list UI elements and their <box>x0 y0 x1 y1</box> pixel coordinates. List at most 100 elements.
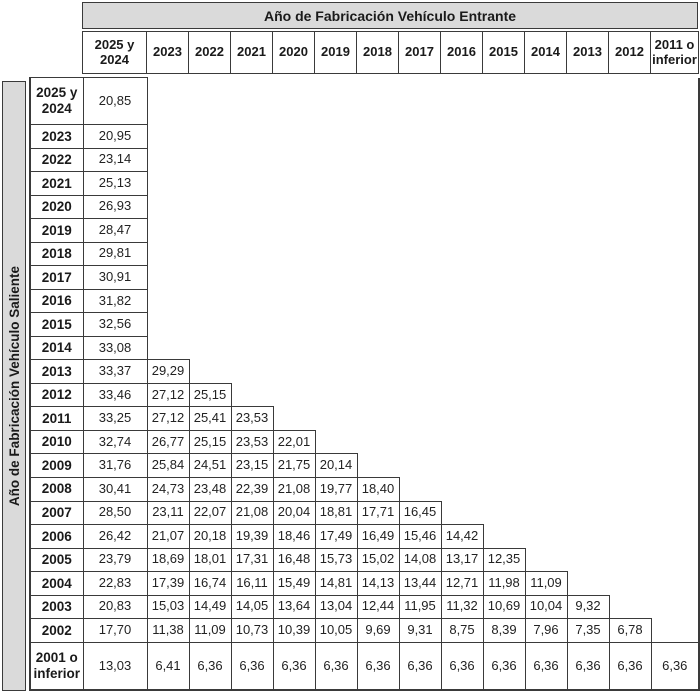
value-cell: 23,79 <box>82 547 148 573</box>
value-cell: 25,15 <box>188 382 232 408</box>
table-row: 2010 32,74 26,77 25,15 23,53 22,01 <box>29 429 700 455</box>
value-cell: 20,14 <box>314 453 358 478</box>
row-label: 2008 <box>29 476 84 502</box>
row-label: 2022 <box>29 147 84 173</box>
value-cell: 15,49 <box>272 571 316 596</box>
value-cell: 23,53 <box>230 406 274 431</box>
value-cell: 21,07 <box>146 524 190 549</box>
value-cell: 16,48 <box>272 547 316 573</box>
table-row: 2014 33,08 <box>29 335 700 361</box>
row-label: 2015 <box>29 312 84 337</box>
table-row: 2012 33,46 27,12 25,15 <box>29 382 700 408</box>
empty-region <box>651 618 700 643</box>
row-label: 2001 o inferior <box>29 642 84 691</box>
value-cell: 28,50 <box>82 500 148 526</box>
value-cell: 31,82 <box>82 288 148 314</box>
value-cell: 9,31 <box>398 618 442 643</box>
value-cell: 16,45 <box>398 500 442 526</box>
column-header-table: 2025 y 2024 2023 2022 2021 2020 2019 2018 2017 2… <box>82 31 699 74</box>
row-label: 2017 <box>29 265 84 290</box>
table-row: 2001 o inferior 13,03 6,41 6,36 6,36 6,36 6,36… <box>29 642 700 691</box>
value-cell: 14,05 <box>230 594 274 620</box>
row-label: 2004 <box>29 571 84 596</box>
empty-region <box>399 477 700 501</box>
col-header: 2011 o inferior <box>650 31 699 74</box>
col-header: 2021 <box>230 31 273 74</box>
table-row: 2007 28,50 23,11 22,07 21,08 20,04 18,81 17,71 1… <box>29 500 700 526</box>
value-cell: 6,36 <box>398 642 442 691</box>
entrante-axis-title: Año de Fabricación Vehículo Entrante <box>82 2 698 29</box>
value-cell: 28,47 <box>82 218 148 243</box>
value-cell: 15,46 <box>398 524 442 549</box>
value-cell: 25,84 <box>146 453 190 478</box>
value-cell: 25,41 <box>188 406 232 431</box>
value-cell: 14,42 <box>440 524 484 549</box>
value-cell: 17,39 <box>146 571 190 596</box>
empty-region <box>357 453 700 478</box>
row-label: 2003 <box>29 594 84 620</box>
value-cell: 15,73 <box>314 547 358 573</box>
value-cell: 13,17 <box>440 547 484 573</box>
saliente-axis-title: Año de Fabricación Vehículo Saliente <box>2 81 26 691</box>
empty-region <box>147 289 700 313</box>
row-label: 2025 y 2024 <box>29 77 84 125</box>
row-label: 2019 <box>29 218 84 243</box>
col-header: 2014 <box>524 31 567 74</box>
table-row: 2021 25,13 <box>29 171 700 196</box>
table-row: 2005 23,79 18,69 18,01 17,31 16,48 15,73 15,02 1… <box>29 547 700 573</box>
value-cell: 9,32 <box>566 594 610 620</box>
row-label: 2020 <box>29 194 84 220</box>
value-cell: 13,64 <box>272 594 316 620</box>
value-cell: 17,71 <box>356 500 400 526</box>
empty-region <box>525 548 700 572</box>
value-cell: 12,35 <box>482 547 526 573</box>
table-row: 2003 20,83 15,03 14,49 14,05 13,64 13,04 12,44 1… <box>29 594 700 620</box>
value-cell: 11,95 <box>398 594 442 620</box>
value-cell: 23,15 <box>230 453 274 478</box>
value-cell: 18,69 <box>146 547 190 573</box>
value-cell: 6,78 <box>608 618 652 643</box>
matrix-body: 2025 y 2024 20,85 2023 20,95 2022 23,14 2021 25… <box>29 77 700 691</box>
row-label: 2016 <box>29 288 84 314</box>
row-label: 2009 <box>29 453 84 478</box>
value-cell: 26,93 <box>82 194 148 220</box>
value-cell: 17,31 <box>230 547 274 573</box>
value-cell: 33,08 <box>82 335 148 361</box>
table-row: 2011 33,25 27,12 25,41 23,53 <box>29 406 700 431</box>
row-label: 2021 <box>29 171 84 196</box>
saliente-axis-title-text: Año de Fabricación Vehículo Saliente <box>6 265 22 507</box>
value-cell: 6,36 <box>524 642 568 691</box>
col-header: 2019 <box>314 31 357 74</box>
value-cell: 30,41 <box>82 476 148 502</box>
value-cell: 22,01 <box>272 429 316 455</box>
empty-region <box>609 595 700 619</box>
empty-region <box>147 195 700 219</box>
value-cell: 27,12 <box>146 406 190 431</box>
row-label: 2007 <box>29 500 84 526</box>
table-row: 2013 33,37 29,29 <box>29 359 700 384</box>
row-label: 2012 <box>29 382 84 408</box>
value-cell: 7,35 <box>566 618 610 643</box>
table-row: 2016 31,82 <box>29 288 700 314</box>
empty-region <box>567 571 700 596</box>
row-label: 2023 <box>29 124 84 149</box>
table-row: 2017 30,91 <box>29 265 700 290</box>
value-cell: 22,83 <box>82 571 148 596</box>
value-cell: 6,36 <box>314 642 358 691</box>
value-cell: 26,77 <box>146 429 190 455</box>
value-cell: 6,36 <box>608 642 652 691</box>
row-label: 2006 <box>29 524 84 549</box>
value-cell: 20,04 <box>272 500 316 526</box>
value-cell: 19,77 <box>314 476 358 502</box>
value-cell: 22,39 <box>230 476 274 502</box>
value-cell: 30,91 <box>82 265 148 290</box>
value-cell: 10,39 <box>272 618 316 643</box>
value-cell: 11,98 <box>482 571 526 596</box>
empty-region <box>189 359 700 384</box>
value-cell: 15,02 <box>356 547 400 573</box>
value-cell: 31,76 <box>82 453 148 478</box>
row-label: 2014 <box>29 335 84 361</box>
value-cell: 20,83 <box>82 594 148 620</box>
col-header: 2023 <box>146 31 189 74</box>
value-cell: 21,08 <box>272 476 316 502</box>
